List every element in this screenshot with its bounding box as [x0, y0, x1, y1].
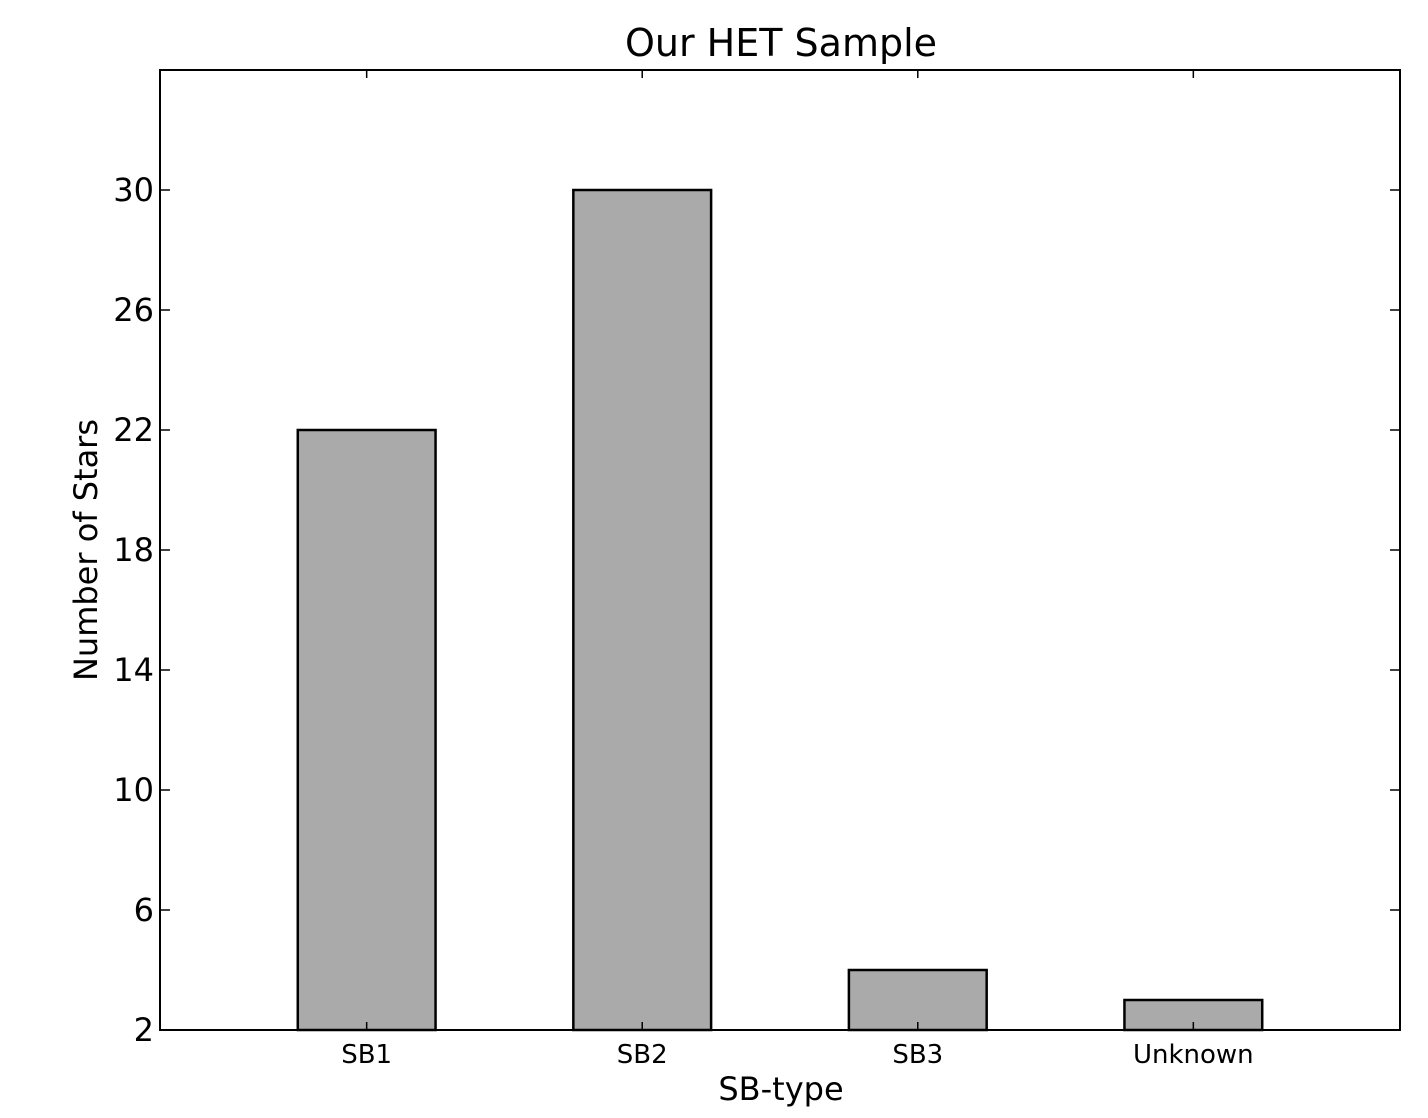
y-tick-label: 10	[113, 771, 154, 809]
x-tick-label: SB3	[892, 1040, 943, 1070]
x-tick-label: SB2	[617, 1040, 668, 1070]
bars-group	[296, 188, 1264, 1032]
y-tick-label: 6	[134, 891, 154, 929]
bar-sb1	[296, 428, 437, 1032]
x-axis-label: SB-type	[718, 1070, 843, 1108]
bar-sb3	[847, 968, 988, 1032]
x-tick-label: Unknown	[1133, 1040, 1254, 1070]
bar-sb2	[572, 188, 713, 1032]
y-tick-label: 2	[134, 1011, 154, 1049]
y-tick-label: 18	[113, 531, 154, 569]
y-axis-label: Number of Stars	[67, 419, 105, 681]
y-tick-label: 14	[113, 651, 154, 689]
y-tick-label: 26	[113, 291, 154, 329]
y-tick-label: 22	[113, 411, 154, 449]
chart-title: Our HET Sample	[625, 21, 937, 65]
plot-frame	[159, 69, 1401, 1031]
y-tick-label: 30	[113, 171, 154, 209]
x-tick-label: SB1	[341, 1040, 392, 1070]
